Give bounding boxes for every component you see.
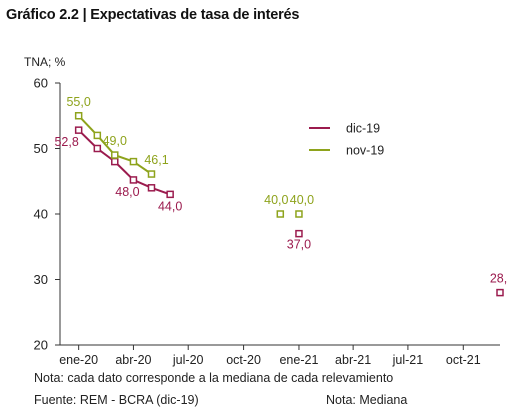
chart-source-note: Nota: Mediana <box>326 393 408 407</box>
data-point-nov-19 <box>111 151 119 159</box>
y-tick-label: 50 <box>34 141 48 156</box>
data-point-nov-19 <box>93 131 102 140</box>
data-point-dic-19 <box>111 157 119 166</box>
chart-svg: TNA; % 20 30 40 50 60 ene-20 abr-20 jul-20 oct-20… <box>24 55 507 367</box>
data-point-dic-19 <box>93 144 102 153</box>
chart-title: Gráfico 2.2 | Expectativas de tasa de in… <box>6 7 300 23</box>
legend-label-dic-19: dic-19 <box>346 122 380 136</box>
data-point-nov-19 <box>74 112 83 120</box>
y-axis-label: TNA; % <box>24 55 66 69</box>
data-label-nov-19: 40,0 <box>290 193 314 207</box>
y-tick-label: 60 <box>34 76 48 91</box>
data-label-dic-19: 28,0 <box>490 272 507 286</box>
data-point-dic-19 <box>129 176 138 184</box>
chart-note: Nota: cada dato corresponde a la mediana… <box>34 371 394 385</box>
x-tick-label: oct-20 <box>226 353 261 367</box>
x-tick-label: ene-21 <box>279 353 318 367</box>
data-label-nov-19: 55,0 <box>66 95 90 109</box>
data-point-dic-19 <box>295 229 303 238</box>
data-point-dic-19 <box>147 184 156 192</box>
data-point-dic-19 <box>496 288 504 297</box>
legend-label-nov-19: nov-19 <box>346 144 384 158</box>
data-point-nov-19 <box>295 210 303 218</box>
y-tick-label: 30 <box>34 272 48 287</box>
x-tick-label: oct-21 <box>446 353 481 367</box>
data-label-nov-19: 49,0 <box>103 134 127 148</box>
data-label-dic-19: 44,0 <box>158 199 182 213</box>
data-point-dic-19 <box>74 126 83 134</box>
data-label-dic-19: 48,0 <box>115 185 139 199</box>
data-label-nov-19: 46,1 <box>144 153 168 167</box>
y-tick-label: 40 <box>34 207 48 222</box>
data-label-nov-19: 40,0 <box>264 193 288 207</box>
x-tick-label: abr-20 <box>115 353 151 367</box>
data-point-nov-19 <box>276 210 285 218</box>
x-tick-label: abr-21 <box>335 353 371 367</box>
data-label-dic-19: 52,8 <box>54 135 78 149</box>
x-tick-label: ene-20 <box>59 353 98 367</box>
y-tick-label: 20 <box>34 338 48 353</box>
data-point-nov-19 <box>129 157 138 166</box>
x-tick-label: jul-21 <box>392 353 424 367</box>
chart-source: Fuente: REM - BCRA (dic-19) <box>34 393 199 407</box>
x-tick-label: jul-20 <box>172 353 204 367</box>
data-label-dic-19: 37,0 <box>287 238 311 252</box>
data-point-nov-19 <box>147 170 156 178</box>
data-point-dic-19 <box>166 190 174 199</box>
